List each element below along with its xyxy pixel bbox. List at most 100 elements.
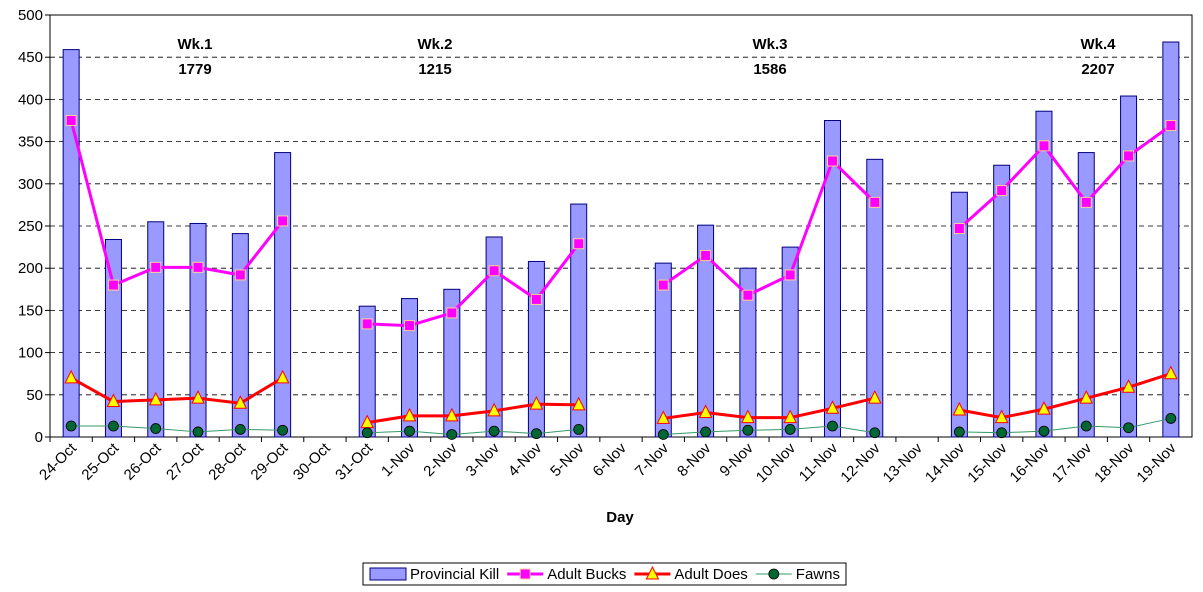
marker — [768, 568, 780, 580]
legend-swatch — [369, 567, 407, 581]
x-tick-label: 27-Oct — [163, 439, 207, 483]
marker — [784, 269, 796, 281]
marker — [1165, 413, 1177, 424]
x-tick-label: 29-Oct — [248, 439, 292, 483]
marker — [65, 420, 77, 432]
y-tick-label: 100 — [18, 345, 43, 362]
marker — [1038, 140, 1050, 152]
x-tick-label: 10-Nov — [753, 439, 800, 486]
plot-border — [49, 14, 1193, 438]
bar — [781, 246, 799, 438]
marker — [825, 400, 840, 414]
marker — [742, 289, 754, 301]
marker — [826, 155, 838, 167]
bar — [1120, 95, 1138, 438]
marker — [827, 420, 838, 432]
marker — [573, 424, 585, 435]
marker — [275, 369, 290, 384]
marker — [1079, 390, 1094, 404]
x-tick-label: 25-Oct — [78, 439, 122, 483]
series-line — [71, 417, 1171, 435]
marker — [994, 409, 1009, 424]
marker — [573, 238, 585, 250]
bar — [993, 164, 1011, 438]
marker — [869, 196, 881, 208]
series-line — [70, 372, 1172, 425]
marker — [106, 393, 121, 408]
marker — [657, 429, 669, 440]
bar — [485, 236, 503, 438]
x-tick-label: 4-Nov — [505, 439, 546, 480]
bar — [231, 233, 249, 438]
marker — [996, 185, 1008, 197]
marker — [361, 318, 373, 330]
bar — [739, 267, 757, 438]
x-tick-label: 16-Nov — [1007, 439, 1054, 486]
x-tick-label: 17-Nov — [1049, 439, 1096, 486]
marker — [742, 424, 754, 436]
annotation-label: Wk.3 — [752, 36, 787, 53]
marker — [952, 401, 967, 416]
marker — [488, 425, 500, 437]
marker — [1037, 401, 1051, 415]
x-tick-label: 18-Nov — [1091, 439, 1138, 486]
legend-label: Fawns — [796, 566, 840, 583]
marker — [1123, 150, 1135, 162]
x-tick-label: 1-Nov — [378, 439, 419, 480]
marker — [361, 427, 373, 439]
marker — [996, 427, 1008, 439]
x-tick-label: 5-Nov — [547, 439, 588, 480]
y-tick-label: 500 — [18, 7, 43, 24]
x-tick-label: 12-Nov — [837, 439, 884, 486]
marker — [530, 293, 542, 305]
marker — [783, 409, 797, 424]
y-tick-label: 200 — [18, 260, 43, 277]
marker — [233, 395, 248, 409]
marker — [869, 427, 881, 439]
marker — [277, 424, 289, 436]
marker — [700, 250, 712, 262]
marker — [867, 390, 882, 404]
marker — [1123, 422, 1134, 434]
y-tick-label: 0 — [35, 429, 43, 446]
marker — [700, 426, 711, 438]
x-tick-label: 7-Nov — [632, 439, 673, 480]
bar — [1035, 110, 1053, 438]
x-tick-label: 6-Nov — [590, 439, 631, 480]
marker — [150, 423, 162, 434]
bar — [189, 222, 207, 438]
x-tick-label: 8-Nov — [674, 439, 715, 480]
marker — [404, 425, 415, 437]
marker — [446, 429, 458, 440]
y-tick-label: 250 — [18, 218, 43, 235]
marker — [148, 391, 163, 406]
marker — [150, 261, 162, 273]
marker — [107, 279, 119, 291]
series-line — [69, 120, 1172, 328]
bar — [570, 203, 588, 438]
legend-label: Adult Bucks — [547, 566, 626, 583]
marker — [192, 426, 204, 438]
annotation-total: 1779 — [178, 61, 211, 78]
bar — [274, 152, 292, 438]
annotation-total: 1215 — [418, 61, 451, 78]
legend-box — [362, 562, 847, 586]
annotation-label: Wk.4 — [1080, 36, 1116, 53]
x-tick-label: 30-Oct — [290, 439, 334, 483]
y-tick-label: 50 — [26, 387, 43, 404]
annotation-total: 1586 — [753, 61, 786, 78]
annotation-label: Wk.2 — [417, 36, 452, 53]
legend: Provincial Kill Adult Bucks Adult Does Fawn… — [362, 562, 847, 586]
marker — [953, 223, 965, 235]
marker — [445, 407, 459, 422]
x-tick-label: 3-Nov — [463, 439, 504, 480]
x-tick-label: 28-Oct — [205, 439, 249, 483]
marker — [488, 265, 500, 277]
marker — [519, 568, 531, 580]
x-tick-label: 26-Oct — [121, 439, 165, 483]
x-tick-label: 9-Nov — [716, 439, 757, 480]
marker — [191, 390, 205, 404]
marker — [571, 396, 586, 411]
marker — [1164, 365, 1178, 380]
